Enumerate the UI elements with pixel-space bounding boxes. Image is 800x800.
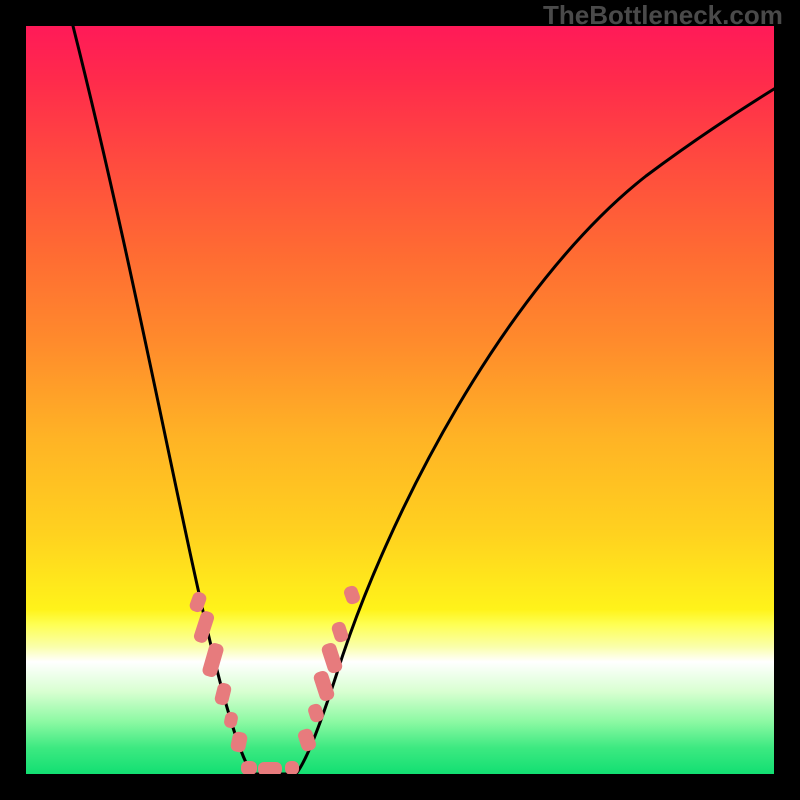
- data-marker: [241, 761, 257, 775]
- watermark-label: TheBottleneck.com: [543, 0, 783, 31]
- chart-svg: [0, 0, 800, 800]
- gradient-background: [26, 26, 774, 774]
- data-marker: [285, 761, 299, 775]
- data-marker: [258, 762, 282, 776]
- chart-frame: TheBottleneck.com: [0, 0, 800, 800]
